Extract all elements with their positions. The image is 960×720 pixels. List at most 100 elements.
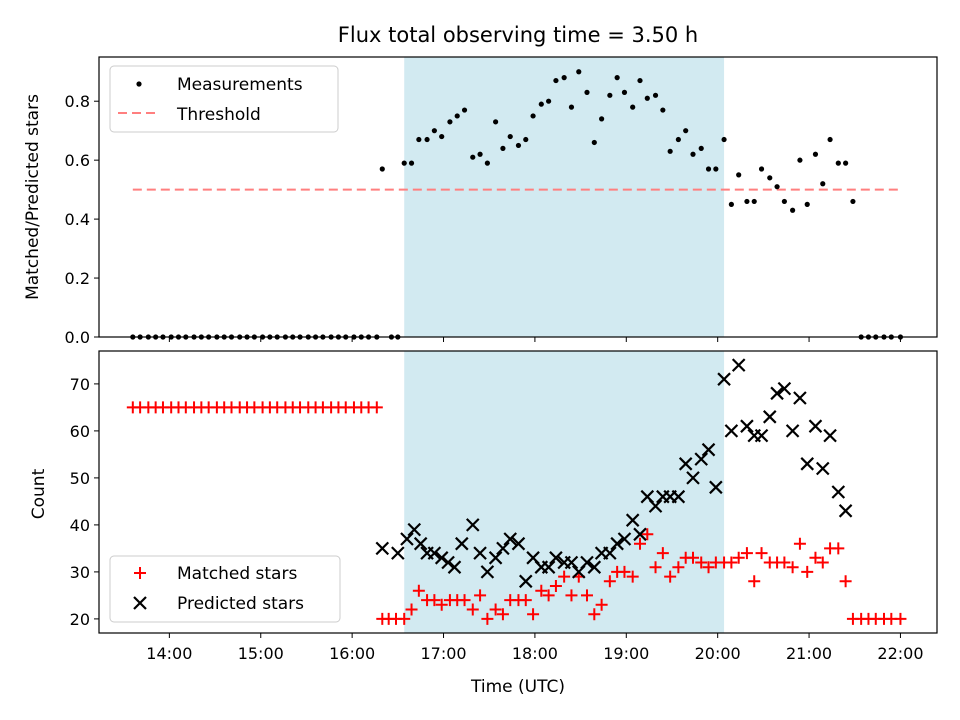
measurement-point	[744, 198, 750, 205]
predicted-star-point	[770, 386, 784, 401]
predicted-star-point	[724, 424, 739, 438]
x-tick-label: 17:00	[420, 644, 466, 663]
measurement-point	[379, 166, 385, 172]
measurement-point	[728, 201, 734, 207]
predicted-star-point	[823, 428, 837, 443]
predicted-star-point	[731, 358, 746, 372]
matched-star-point	[580, 589, 593, 602]
matched-star-point	[702, 561, 715, 574]
bottom-legend: Matched stars Predicted stars	[109, 555, 341, 623]
matched-star-point	[496, 608, 509, 621]
bottom-x-ticks: 14:00 15:00 16:00 17:00 18:00 19:00 20:00 21:00…	[146, 633, 924, 663]
top-y-ticks: 0.0 0.2 0.4 0.6 0.8	[65, 92, 99, 347]
predicted-star-point	[400, 532, 414, 546]
predicted-star-point	[777, 381, 792, 396]
matched-star-point	[527, 608, 540, 621]
measurement-point	[690, 151, 696, 157]
predicted-star-point	[375, 541, 390, 556]
matched-star-point	[458, 594, 471, 607]
predicted-star-point	[541, 560, 556, 574]
predicted-star-point	[496, 541, 510, 556]
predicted-star-point	[709, 480, 723, 495]
x-tick-label: 22:00	[877, 644, 923, 663]
matched-star-point	[801, 565, 814, 578]
measurement-point	[416, 136, 422, 143]
legend-marker-predicted	[133, 596, 147, 610]
measurement-point	[767, 175, 773, 181]
bottom-shaded-region	[404, 351, 725, 633]
predicted-star-point	[503, 532, 518, 546]
matched-star-point	[672, 561, 685, 574]
predicted-star-point	[762, 410, 777, 424]
predicted-star-point	[427, 546, 442, 560]
measurement-point	[630, 104, 636, 110]
top-x-ticks	[168, 337, 901, 342]
matched-star-point	[595, 598, 608, 611]
measurement-point	[477, 151, 483, 157]
measurement-point	[614, 75, 620, 81]
matched-star-point	[558, 570, 571, 583]
predicted-star-point	[831, 485, 846, 499]
measurement-point	[538, 101, 544, 107]
measurement-point	[812, 151, 819, 157]
y-tick-label: 50	[70, 469, 90, 488]
predicted-star-point	[694, 452, 709, 466]
matched-star-point	[474, 589, 487, 602]
measurement-point	[591, 139, 597, 146]
matched-star-point	[565, 589, 578, 602]
top-legend-box	[109, 65, 339, 133]
bottom-y-axis-label: Count	[29, 468, 49, 519]
x-tick-label: 15:00	[238, 644, 284, 663]
matched-star-point	[816, 556, 829, 569]
measurement-point	[850, 198, 856, 205]
predicted-star-point	[391, 546, 405, 560]
y-tick-label: 0.2	[65, 269, 90, 288]
predicted-star-point	[455, 536, 469, 551]
matched-star-point	[618, 565, 631, 578]
legend-plus-glyph	[134, 567, 146, 579]
predicted-star-point	[678, 457, 693, 471]
y-tick-label: 0.8	[65, 92, 90, 111]
matched-star-point	[549, 580, 562, 592]
predicted-star-point	[610, 536, 624, 551]
top-y-axis-label: Matched/Predicted stars	[23, 94, 43, 300]
top-panel: 0.00.20.40.60.8 Matched/Predicted stars …	[23, 56, 938, 347]
measurement-point	[530, 113, 536, 119]
measurement-point	[781, 198, 787, 205]
predicted-star-point	[793, 391, 807, 405]
bottom-axes-frame	[98, 350, 938, 634]
predicted-star-point	[785, 424, 800, 438]
predicted-star-point	[717, 372, 731, 386]
measurement-point	[408, 160, 415, 166]
measurement-point	[561, 75, 567, 81]
predicted-star-point	[441, 555, 455, 570]
y-tick-label: 30	[70, 563, 90, 582]
predicted-star-point	[407, 522, 422, 537]
measurement-point	[607, 92, 613, 98]
matched-star-point	[588, 608, 601, 621]
x-tick-label: 19:00	[603, 644, 649, 663]
predicted-star-point	[838, 504, 853, 518]
predicted-star-point	[465, 518, 480, 532]
measurement-point	[599, 116, 605, 122]
matched-star-point	[649, 561, 662, 574]
legend-label-measurements: Measurements	[177, 75, 303, 95]
measurement-point	[493, 119, 499, 125]
matched-star-point	[435, 598, 448, 611]
predicted-star-point	[603, 546, 617, 560]
predicted-star-point	[549, 551, 563, 565]
measurement-point	[461, 107, 468, 113]
figure-title: Flux total observing time = 3.50 h	[338, 23, 698, 47]
predicted-star-point	[671, 489, 686, 504]
matched-star-point	[489, 603, 502, 616]
legend-label-matched: Matched stars	[177, 564, 297, 584]
bottom-panel: 20 30 40 50 60 70 14:00 15:00 16:00 17:00 18:00 19…	[29, 350, 938, 697]
measurement-point	[454, 113, 460, 119]
measurement-point	[637, 77, 643, 84]
bottom-legend-box	[109, 555, 341, 623]
matched-star-point	[832, 542, 845, 555]
matched-star-point	[398, 612, 411, 625]
predicted-star-point	[580, 555, 594, 570]
measurement-point	[843, 160, 849, 166]
